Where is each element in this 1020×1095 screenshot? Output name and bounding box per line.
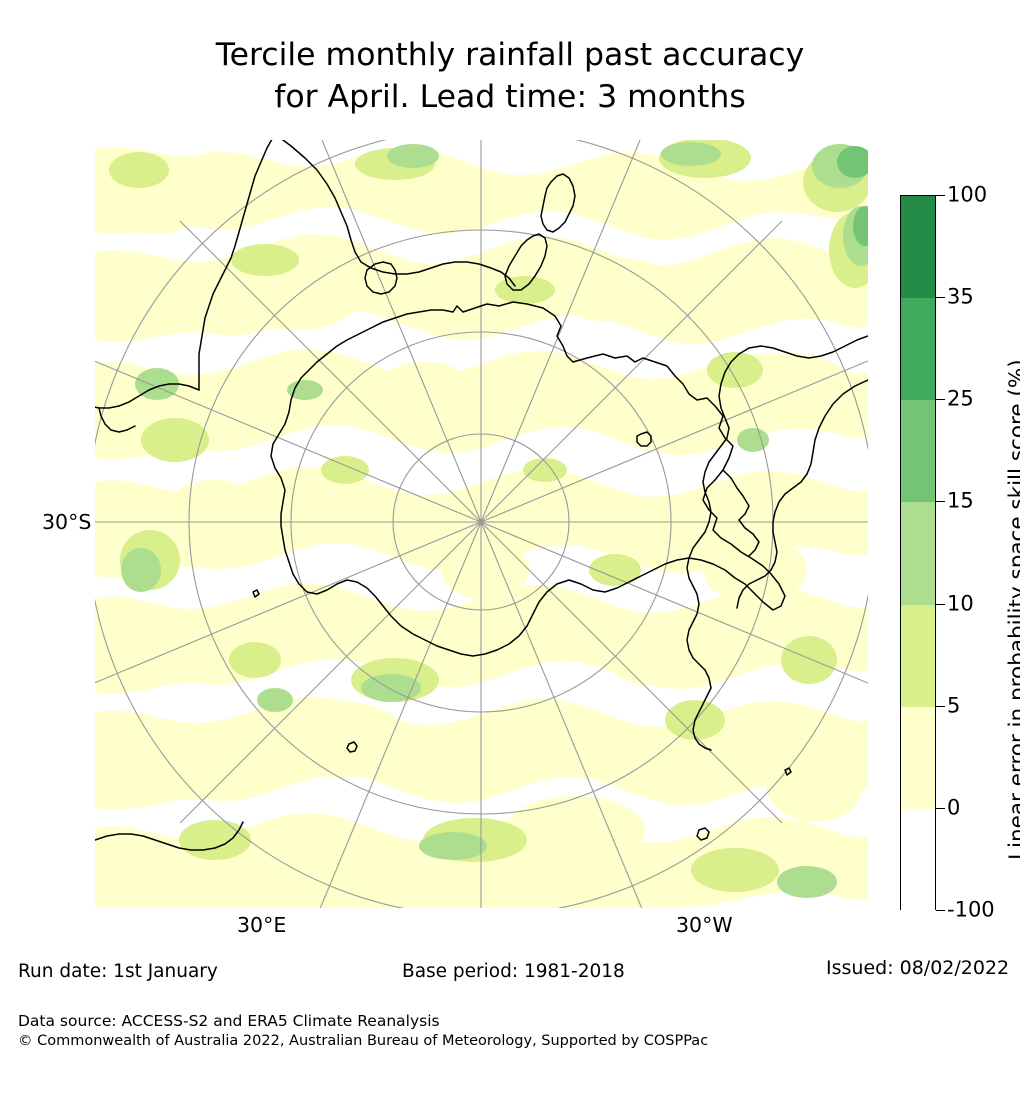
colorbar-band — [901, 400, 935, 503]
colorbar-band — [901, 502, 935, 605]
colorbar-tick — [936, 705, 945, 707]
skill-field-15-25 — [837, 146, 868, 246]
colorbar-tick-label: 35 — [947, 284, 974, 309]
coastline-south-america-tip — [692, 687, 712, 751]
colorbar-tick-label: 10 — [947, 591, 974, 616]
colorbar-tick — [936, 501, 945, 503]
coastline-new-zealand-south — [504, 233, 548, 291]
colorbar-axis-title: Linear error in probability space skill … — [1005, 359, 1020, 860]
colorbar-tick — [936, 399, 945, 401]
coastline-south-america-east — [736, 379, 868, 609]
colorbar-tick — [936, 910, 945, 911]
colorbar[interactable] — [900, 195, 936, 911]
colorbar-tick — [936, 807, 945, 809]
colorbar-tick-label: 0 — [947, 795, 961, 820]
colorbar-band — [901, 298, 935, 401]
coastline-australia-sw — [98, 407, 136, 433]
colorbar-band — [901, 808, 935, 911]
coastline-south-africa — [95, 821, 244, 851]
coastline-antarctica — [270, 301, 786, 657]
map-panel[interactable] — [95, 140, 868, 908]
run-date-label: Run date: 1st January — [18, 961, 218, 982]
map-figure — [95, 140, 868, 908]
colorbar-tick-label: -100 — [947, 897, 995, 922]
colorbar-tick-label: 5 — [947, 693, 961, 718]
coastlines — [95, 140, 868, 851]
colorbar-tick — [936, 195, 945, 196]
graticule-meridians — [95, 140, 868, 908]
colorbar-band — [901, 706, 935, 809]
coastline-australia — [281, 140, 516, 287]
colorbar-band — [901, 604, 935, 707]
colorbar-tick-label: 25 — [947, 386, 974, 411]
axis-label-longitude-30e: 30°E — [237, 913, 287, 937]
colorbar-tick — [936, 297, 945, 299]
coastline-antarctic-peninsula — [722, 469, 760, 557]
coastline-island-small-3 — [346, 741, 358, 753]
coastline-south-america — [686, 335, 868, 689]
colorbar-tick-label: 15 — [947, 488, 974, 513]
copyright-label: © Commonwealth of Australia 2022, Austra… — [18, 1033, 709, 1049]
coastline-australia-bight — [198, 140, 273, 391]
title-line-1: Tercile monthly rainfall past accuracy — [215, 37, 805, 73]
colorbar-tick — [936, 603, 945, 605]
page-title: Tercile monthly rainfall past accuracy f… — [0, 34, 1020, 118]
colorbar-tick-label: 100 — [947, 182, 988, 207]
coastline-island-small-5 — [252, 589, 260, 598]
colorbar-band — [901, 196, 935, 299]
base-period-label: Base period: 1981-2018 — [402, 961, 625, 982]
coastline-tasmania — [364, 261, 398, 295]
data-source-label: Data source: ACCESS-S2 and ERA5 Climate … — [18, 1012, 440, 1030]
coastline-island-small-1 — [636, 431, 652, 447]
axis-label-longitude-30w: 30°W — [676, 913, 733, 937]
coastline-new-zealand-north — [540, 173, 576, 233]
issued-date-label: Issued: 08/02/2022 — [826, 957, 1010, 979]
axis-label-latitude-30s: 30°S — [42, 510, 92, 534]
coastline-island-small-2 — [696, 827, 710, 841]
coastline-australia-south — [95, 383, 200, 409]
title-line-2: for April. Lead time: 3 months — [274, 79, 746, 115]
coastline-island-small-4 — [784, 767, 792, 776]
